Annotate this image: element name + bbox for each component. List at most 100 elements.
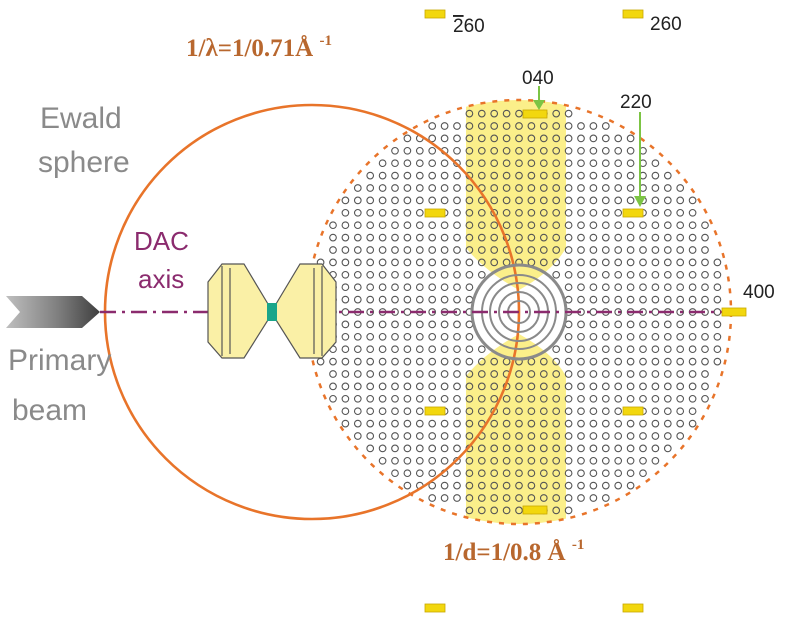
lattice-point [676, 246, 685, 254]
lattice-point [663, 233, 672, 242]
lattice-point [564, 494, 573, 502]
lattice-point [378, 345, 387, 354]
lattice-point [663, 258, 672, 267]
lattice-point [552, 171, 561, 180]
lattice-point [651, 270, 660, 279]
lattice-point [366, 233, 375, 242]
lattice-point [428, 283, 437, 292]
lattice-point [515, 246, 523, 254]
lattice-point [713, 270, 722, 279]
lattice-point [663, 270, 672, 279]
lattice-point [378, 370, 387, 378]
lattice-point [341, 370, 350, 378]
lattice-point [465, 332, 474, 341]
lattice-point [415, 432, 424, 440]
lattice-point [440, 382, 449, 391]
wavelength-label-sup: -1 [319, 33, 332, 49]
lattice-point [515, 481, 523, 490]
resolution-label-sup: -1 [572, 537, 585, 553]
lattice-point [552, 122, 561, 130]
lattice-point [465, 258, 474, 267]
lattice-point [477, 456, 486, 465]
reflection-400 [721, 307, 747, 317]
lattice-point [465, 184, 474, 192]
lattice-point [477, 370, 486, 378]
lattice-point [341, 270, 350, 279]
lattice-point [701, 258, 709, 267]
lattice-point [353, 432, 362, 440]
lattice-point [688, 345, 697, 354]
lattice-point [490, 109, 499, 118]
lattice-point [676, 295, 685, 304]
lattice-point [329, 382, 337, 391]
lattice-point [663, 283, 672, 292]
lattice-point [465, 270, 474, 279]
lattice-point [477, 171, 486, 180]
lattice-point [490, 184, 499, 192]
lattice-point [403, 208, 412, 217]
lattice-point [403, 134, 412, 143]
sample-gasket [267, 303, 277, 321]
lattice-point [527, 134, 536, 143]
lattice-point [564, 419, 573, 428]
lattice-point [577, 332, 585, 341]
lattice-point [490, 171, 499, 180]
lattice-point [601, 221, 610, 230]
lattice-point [391, 394, 399, 403]
lattice-point [676, 283, 685, 292]
lattice-point [366, 345, 375, 354]
lattice-point [465, 109, 474, 118]
lattice-point [577, 295, 585, 304]
lattice-point [701, 246, 709, 254]
lattice-point [366, 258, 375, 267]
lattice-point [626, 258, 635, 267]
wavelength-label-main: 1/λ=1/0.71Å [186, 34, 313, 62]
lattice-point [701, 270, 709, 279]
lattice-point [564, 432, 573, 440]
lattice-point [391, 146, 399, 155]
lattice-point [552, 444, 561, 453]
lattice-point [378, 444, 387, 453]
reflection-220-top-left [424, 208, 446, 218]
lattice-point [651, 370, 660, 378]
lattice-point [477, 444, 486, 453]
lattice-point [539, 432, 548, 440]
lattice-point [403, 258, 412, 267]
lattice-point [639, 432, 647, 440]
lattice-point [415, 171, 424, 180]
lattice-point [477, 233, 486, 242]
lattice-point [415, 270, 424, 279]
lattice-point [515, 146, 523, 155]
lattice-point [527, 208, 536, 217]
reflection-label-260-neg-rest: 60 [464, 16, 485, 37]
lattice-point [663, 295, 672, 304]
lattice-point [589, 196, 598, 205]
lattice-point [378, 221, 387, 230]
lattice-point [527, 370, 536, 378]
lattice-point [676, 382, 685, 391]
lattice-point [515, 432, 523, 440]
indicator-arrows [533, 86, 646, 207]
lattice-point [552, 506, 561, 515]
lattice-point [564, 407, 573, 416]
lattice-point [552, 345, 561, 354]
lattice-point [378, 419, 387, 428]
lattice-point [589, 456, 598, 465]
lattice-point [515, 469, 523, 478]
lattice-point [651, 456, 660, 465]
lattice-point [329, 221, 337, 230]
lattice-point [465, 419, 474, 428]
lattice-point [477, 345, 486, 354]
lattice-point [490, 134, 499, 143]
lattice-point [539, 419, 548, 428]
lattice-point [329, 233, 337, 242]
lattice-point [564, 469, 573, 478]
lattice-point [502, 122, 511, 130]
reflection-260 [622, 9, 644, 19]
lattice-point [688, 208, 697, 217]
lattice-point [440, 394, 449, 403]
lattice-point [676, 196, 685, 205]
lattice-point [415, 394, 424, 403]
lattice-point [465, 370, 474, 378]
lattice-point [589, 134, 598, 143]
